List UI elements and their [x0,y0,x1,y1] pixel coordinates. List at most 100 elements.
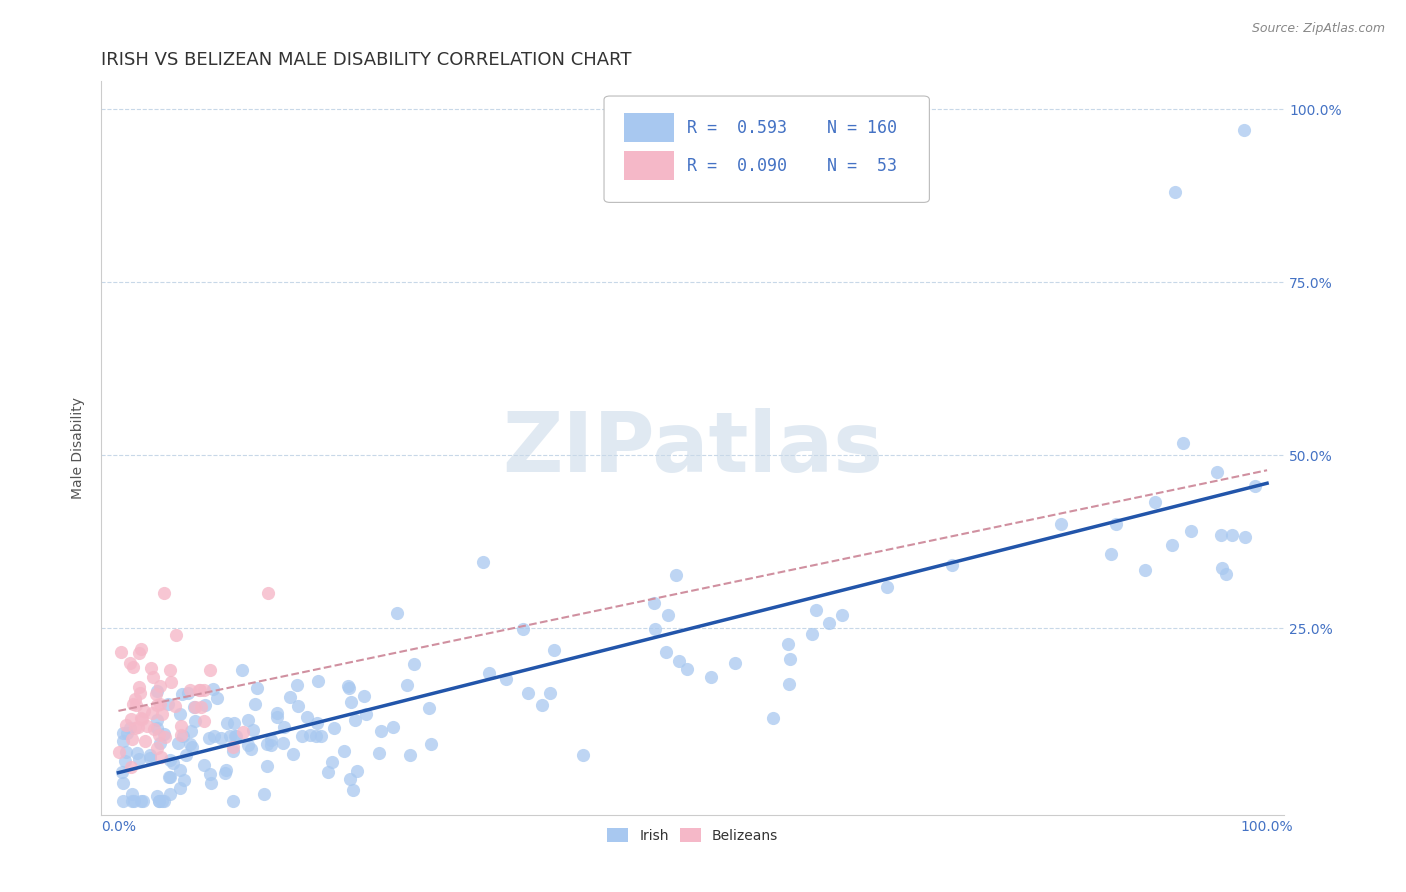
Point [209,731,232,745]
Point [139,661,162,675]
Point [231,663,253,677]
Point [187,683,209,698]
Point [222,716,245,731]
Point [323,721,346,735]
Text: IRISH VS BELIZEAN MALE DISABILITY CORRELATION CHART: IRISH VS BELIZEAN MALE DISABILITY CORREL… [101,51,631,69]
Point [157,697,180,711]
Point [146,713,169,727]
Point [174,747,197,762]
Point [214,766,236,780]
Point [198,731,221,745]
Point [131,712,153,726]
Point [256,759,278,773]
Point [152,794,174,808]
Point [778,677,800,691]
Point [200,663,222,677]
Point [222,794,245,808]
Point [120,759,142,773]
Point [129,686,152,700]
Point [202,729,225,743]
Point [148,728,170,742]
Point [1160,539,1182,553]
Point [145,683,167,698]
Point [1171,435,1194,450]
Point [655,645,678,659]
Point [160,675,183,690]
Point [340,695,363,709]
Point [215,764,238,778]
Point [346,764,368,779]
Point [1164,185,1187,199]
Point [145,687,167,701]
Point [291,729,314,743]
Point [271,736,294,750]
Point [253,787,276,801]
Point [238,738,260,752]
Point [1244,479,1267,493]
Point [287,698,309,713]
Point [478,665,501,680]
Point [776,637,799,651]
Point [170,728,193,742]
Point [512,622,534,636]
Point [124,692,146,706]
Point [155,730,177,744]
Point [157,770,180,784]
Point [132,704,155,718]
Point [150,794,173,808]
Point [1211,561,1233,575]
Point [150,706,173,721]
Text: ZIPatlas: ZIPatlas [502,408,883,489]
Point [121,788,143,802]
Point [321,755,343,769]
Point [179,737,201,751]
Point [114,745,136,759]
Point [205,690,228,705]
Point [153,586,176,600]
Point [281,747,304,761]
Point [169,706,191,721]
Point [221,744,243,758]
Point [139,747,162,762]
Point [307,674,329,689]
Point [136,719,159,733]
Point [193,714,215,729]
Point [111,776,134,790]
Point [382,720,405,734]
Point [295,710,318,724]
Point [125,746,148,760]
Point [644,622,666,636]
Point [273,720,295,734]
Point [804,603,827,617]
Point [143,723,166,737]
Point [643,596,665,610]
Point [121,731,143,746]
Point [236,713,259,727]
Point [385,607,408,621]
Point [1215,567,1237,582]
FancyBboxPatch shape [605,96,929,202]
Point [162,756,184,770]
Point [148,794,170,808]
Point [876,580,898,594]
Point [245,697,267,711]
Legend: Irish, Belizeans: Irish, Belizeans [602,822,783,848]
Point [339,772,361,786]
Point [134,734,156,748]
Point [800,627,823,641]
Point [266,709,288,723]
Point [256,586,278,600]
Point [159,753,181,767]
Point [167,736,190,750]
Point [242,723,264,737]
Point [149,679,172,693]
Point [354,706,377,721]
Point [112,733,135,747]
Point [177,686,200,700]
Point [665,567,688,582]
Point [146,698,169,712]
Point [1205,465,1227,479]
Point [420,737,443,751]
Point [724,657,747,671]
Point [118,656,141,670]
